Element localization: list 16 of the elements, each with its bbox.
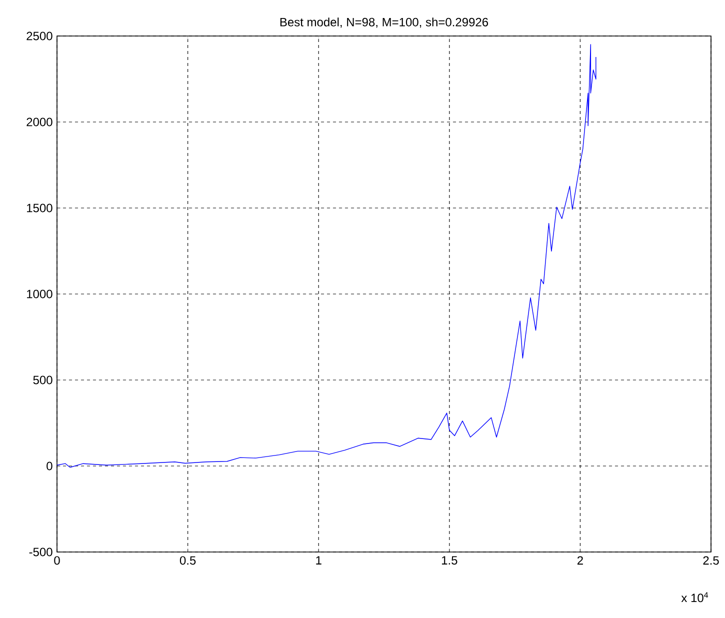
text: x 10$^{4}$ [681,592,708,602]
x-tick-label: 0 [54,556,60,565]
y-tick-label: 2000 [26,118,52,126]
y-tick-label: 0 [46,462,52,470]
x-tick-label: 1.5 [442,556,458,565]
y-tick-label: 2500 [26,32,52,40]
x-tick-label: 2.5 [703,556,719,565]
chart-title: Best model, N=98, M=100, sh=0.29926 [280,18,488,28]
y-tick-label: 500 [33,376,52,384]
y-tick-label: -500 [29,548,52,556]
y-tick-label: 1000 [27,290,52,298]
line-series [57,44,596,468]
y-tick-label: 1500 [27,204,52,212]
x-tick-label: 2 [577,556,583,565]
x-tick-label: 1 [316,556,322,564]
x-tick-label: 0.5 [180,556,196,565]
